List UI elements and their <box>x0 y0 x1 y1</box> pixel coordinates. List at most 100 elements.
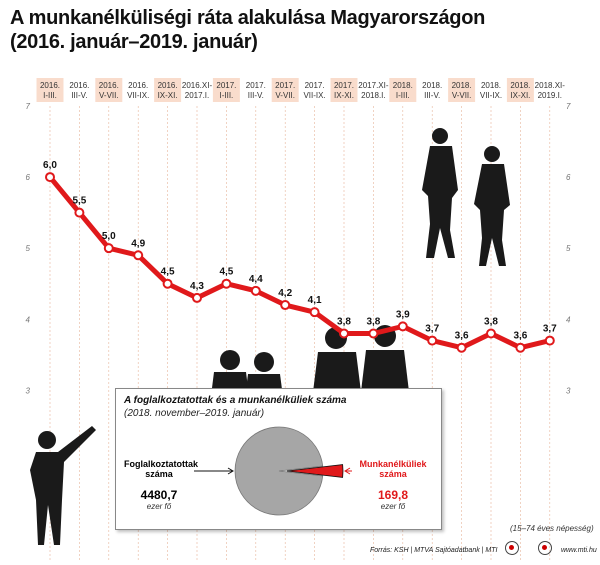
category-tick-label: IX-XI. <box>334 91 354 100</box>
data-label: 3,6 <box>455 331 469 342</box>
website-url: www.mti.hu <box>561 547 597 554</box>
category-band <box>124 78 152 102</box>
category-band <box>65 78 93 102</box>
unemployed-label-line1: Munkanélküliek <box>359 459 427 469</box>
category-band <box>448 78 476 102</box>
data-point <box>515 342 526 353</box>
category-tick-labels: 2016.I-III.2016.III-V.2016.V-VII.2016.VI… <box>40 81 565 100</box>
data-label: 3,7 <box>543 324 557 335</box>
data-point <box>456 342 467 353</box>
category-tick-label: V-VII. <box>452 91 472 100</box>
y-tick-label: 7 <box>566 102 571 111</box>
pie-slice-employed <box>234 426 324 516</box>
category-tick-label: 2018. <box>422 81 442 90</box>
chart-title: A munkanélküliségi ráta alakulása Magyar… <box>10 6 570 54</box>
source-credit: Forrás: KSH | MTVA Sajtóadatbank | MTI <box>370 547 498 554</box>
data-label: 4,5 <box>219 267 233 278</box>
y-tick-label: 3 <box>26 386 31 395</box>
unemployed-label-line2: száma <box>379 469 407 479</box>
mtva-logo-icon <box>505 541 519 555</box>
pie-slice-unemployed <box>286 464 344 478</box>
category-band <box>154 78 182 102</box>
data-label: 4,3 <box>190 281 204 292</box>
category-tick-label: 2018.I. <box>361 91 385 100</box>
y-tick-label: 4 <box>566 315 571 324</box>
data-label: 3,8 <box>366 316 380 327</box>
category-tick-label: I-III. <box>220 91 234 100</box>
chart-title-line2: (2016. január–2019. január) <box>10 31 258 53</box>
data-points <box>45 172 555 353</box>
data-point <box>45 172 55 183</box>
data-label: 4,5 <box>161 267 175 278</box>
unemployed-label-block: Munkanélküliek száma 169,8 ezer fő <box>352 459 434 511</box>
category-tick-label: 2017.XI- <box>358 81 389 90</box>
y-tick-label: 3 <box>566 386 571 395</box>
category-tick-label: VII-IX. <box>303 91 325 100</box>
category-tick-label: III-V. <box>71 91 87 100</box>
category-tick-label: 2016. <box>158 81 178 90</box>
y-tick-label: 4 <box>26 315 31 324</box>
data-labels: 6,0 5,5 5,0 4,9 4,5 4,3 4,5 4,4 4,2 4,1 3,8 3,8 3,9 3… <box>43 160 557 342</box>
mti-logo-icon <box>538 541 552 555</box>
data-point <box>162 278 173 289</box>
y-axis-right: 7 6 5 4 3 <box>566 102 571 395</box>
data-label: 6,0 <box>43 160 57 171</box>
category-band <box>242 78 270 102</box>
category-band <box>271 78 299 102</box>
data-label: 3,7 <box>425 324 439 335</box>
data-point <box>221 278 232 289</box>
category-band <box>359 78 387 102</box>
unemployment-rate-line <box>47 174 553 351</box>
data-label: 4,1 <box>308 295 322 306</box>
inset-subtitle: (2018. november–2019. január) <box>124 408 265 419</box>
data-label: 3,6 <box>513 331 527 342</box>
data-point <box>339 328 349 339</box>
data-label: 5,0 <box>102 231 116 242</box>
category-tick-label: I-III. <box>396 91 410 100</box>
category-tick-label: 2016. <box>40 81 60 90</box>
category-tick-label: 2017. <box>246 81 266 90</box>
y-tick-label: 6 <box>566 173 571 182</box>
category-tick-label: V-VII. <box>275 91 295 100</box>
category-tick-label: V-VII. <box>99 91 119 100</box>
category-tick-label: 2016.XI- <box>182 81 213 90</box>
data-label: 4,4 <box>249 274 263 285</box>
pointing-man-silhouette <box>30 426 96 545</box>
unemployed-value: 169,8 <box>377 488 409 502</box>
category-band <box>212 78 240 102</box>
y-tick-label: 7 <box>26 102 31 111</box>
y-tick-label: 5 <box>566 244 571 253</box>
employed-value: 4480,7 <box>140 488 178 502</box>
unemployed-unit: ezer fő <box>380 502 406 511</box>
category-tick-label: 2018. <box>393 81 413 90</box>
category-tick-label: 2017.I. <box>185 91 209 100</box>
pie-chart <box>194 426 352 516</box>
data-point <box>74 207 85 218</box>
category-band <box>330 78 358 102</box>
category-tick-label: 2017. <box>334 81 354 90</box>
category-tick-label: 2018. <box>452 81 472 90</box>
category-tick-label: III-V. <box>424 91 440 100</box>
category-band <box>506 78 534 102</box>
category-tick-label: 2018. <box>510 81 530 90</box>
employed-arrow <box>194 467 234 475</box>
category-tick-label: 2018. <box>481 81 501 90</box>
data-point <box>192 292 202 303</box>
category-tick-label: III-V. <box>248 91 264 100</box>
data-label: 5,5 <box>72 196 86 207</box>
category-tick-label: I-III. <box>43 91 57 100</box>
data-label: 3,8 <box>484 316 498 327</box>
category-tick-label: VII-IX. <box>480 91 502 100</box>
category-band <box>477 78 505 102</box>
data-label: 3,8 <box>337 316 351 327</box>
category-bands <box>36 78 564 102</box>
employed-unit: ezer fő <box>146 502 172 511</box>
category-tick-label: IX-XI. <box>510 91 530 100</box>
employed-label-line1: Foglalkoztatottak <box>124 459 199 469</box>
employed-label-line2: száma <box>145 469 173 479</box>
data-point <box>368 328 379 339</box>
data-label: 4,9 <box>131 238 145 249</box>
category-tick-label: 2019.I. <box>538 91 562 100</box>
category-band <box>183 78 211 102</box>
y-tick-label: 5 <box>26 244 31 253</box>
